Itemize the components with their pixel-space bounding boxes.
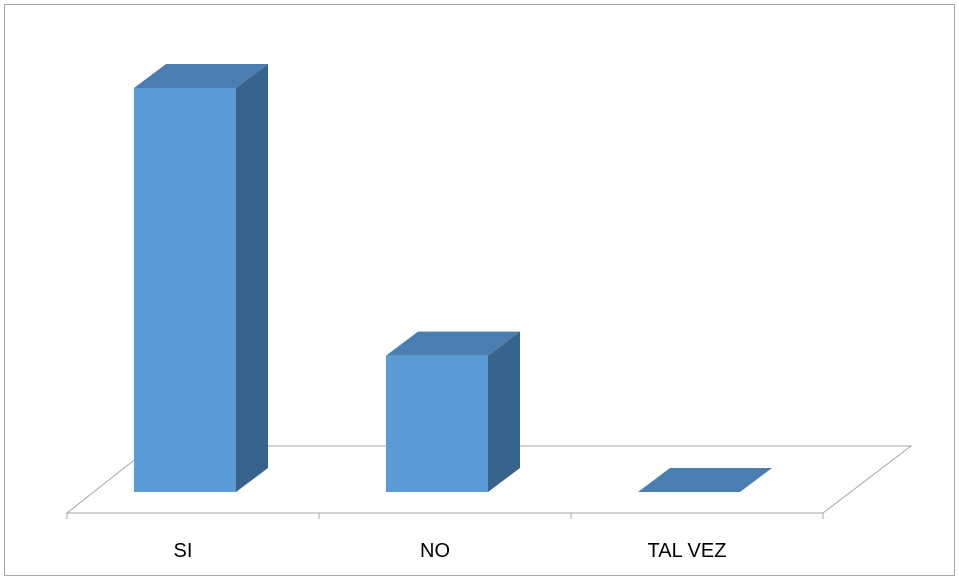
x-axis-labels: SI NO TAL VEZ [174, 540, 727, 562]
bar-top [386, 331, 520, 356]
x-tick-label: TAL VEZ [648, 540, 727, 562]
bar-side [236, 64, 268, 492]
x-tick-label: SI [174, 540, 193, 562]
x-axis [66, 513, 824, 519]
bar-tal-vez [638, 468, 772, 492]
bars [134, 64, 772, 492]
bar-side [488, 331, 520, 492]
bar-top [134, 64, 268, 88]
bar-front [386, 355, 488, 492]
x-tick-label: NO [420, 540, 450, 562]
bar-front [134, 88, 236, 492]
bar-top [638, 468, 772, 492]
bar-no [386, 331, 520, 492]
bar-si [134, 64, 268, 492]
